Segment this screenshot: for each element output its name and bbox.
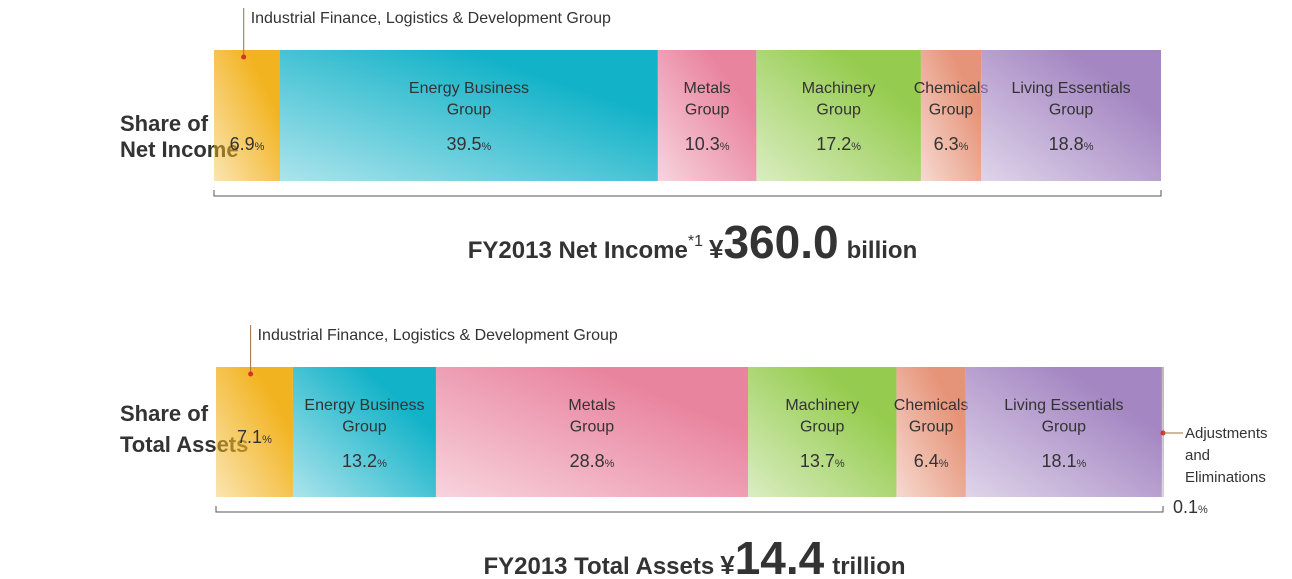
segment-name: Adjustments	[1185, 425, 1268, 442]
value-unit: %	[835, 458, 845, 470]
value-number: 0.1	[1173, 497, 1198, 517]
value-number: 13.2	[342, 451, 377, 471]
bracket	[215, 506, 1164, 513]
value-label: 10.3%	[685, 134, 730, 154]
bar-segment	[214, 50, 281, 181]
segment-name: Group	[800, 419, 845, 436]
segment-name: Group	[570, 419, 615, 436]
bar-segment	[756, 50, 921, 181]
value-unit: %	[605, 458, 615, 470]
value-label: 28.8%	[570, 451, 615, 471]
bar-segment	[280, 50, 658, 181]
title-amount: 360.0	[723, 216, 838, 268]
title-currency: ¥	[709, 234, 724, 264]
bar-segment	[920, 50, 982, 181]
value-number: 6.3	[934, 134, 959, 154]
value-label: 6.4%	[914, 451, 949, 471]
segment-name: Group	[1049, 102, 1094, 119]
title-currency: ¥	[720, 550, 735, 579]
value-number: 18.8	[1049, 134, 1084, 154]
segment-name: Living Essentials	[1004, 397, 1123, 414]
value-label: 0.1%	[1173, 497, 1208, 517]
value-label: 7.1%	[237, 427, 272, 447]
bar-segment	[981, 50, 1161, 181]
segment-name: Machinery	[802, 80, 876, 97]
bar-segment	[748, 367, 897, 497]
bar-segment	[657, 50, 757, 181]
title-note: *1	[688, 233, 703, 250]
value-unit: %	[377, 458, 387, 470]
segment-name: and	[1185, 447, 1210, 464]
value-number: 7.1	[237, 427, 262, 447]
value-number: 6.4	[914, 451, 939, 471]
segment-name: Metals	[568, 397, 615, 414]
segment-name: Chemicals	[894, 397, 969, 414]
segment-name: Group	[1042, 419, 1087, 436]
leader-dot	[248, 371, 254, 377]
segment-name: Energy Business	[304, 397, 424, 414]
segment-name: Group	[909, 419, 954, 436]
value-unit: %	[262, 434, 272, 446]
value-number: 10.3	[685, 134, 720, 154]
segment-name: Metals	[684, 80, 731, 97]
segment-name: Energy Business	[409, 80, 529, 97]
value-unit: %	[1076, 458, 1086, 470]
segment-name: Chemicals	[914, 80, 989, 97]
value-label: 13.7%	[800, 451, 845, 471]
value-label: 17.2%	[816, 134, 861, 154]
bracket	[213, 190, 1162, 197]
value-label: 18.8%	[1049, 134, 1094, 154]
value-unit: %	[851, 141, 861, 153]
value-number: 13.7	[800, 451, 835, 471]
segment-name: Group	[447, 102, 492, 119]
segment-name: Group	[685, 102, 730, 119]
segment-name: Machinery	[785, 397, 859, 414]
title-scale: trillion	[832, 553, 905, 579]
value-unit: %	[959, 141, 969, 153]
row-label: Share of	[120, 111, 209, 136]
segment-name: Eliminations	[1185, 469, 1266, 486]
value-label: 39.5%	[447, 134, 492, 154]
bar-segment	[965, 367, 1162, 497]
total-title: FY2013 Net Income*1 ¥360.0 billion	[468, 216, 917, 268]
value-number: 39.5	[447, 134, 482, 154]
row-label: Share of	[120, 401, 209, 426]
bar-segment	[435, 367, 749, 497]
value-number: 28.8	[570, 451, 605, 471]
value-label: 6.3%	[934, 134, 969, 154]
segment-name: Living Essentials	[1011, 80, 1130, 97]
title-text: FY2013 Net Income	[468, 237, 688, 264]
title-text: FY2013 Total Assets	[483, 553, 714, 579]
leader-dot	[241, 54, 247, 60]
value-unit: %	[939, 458, 949, 470]
total-title: FY2013 Total Assets ¥14.4 trillion	[483, 532, 905, 579]
bar-segment	[216, 367, 293, 497]
segment-name: Group	[929, 102, 974, 119]
value-unit: %	[255, 141, 265, 153]
value-unit: %	[1084, 141, 1094, 153]
segment-name: Industrial Finance, Logistics & Developm…	[258, 327, 618, 344]
segment-name: Group	[816, 102, 861, 119]
value-label: 13.2%	[342, 451, 387, 471]
title-scale: billion	[847, 237, 918, 264]
value-unit: %	[482, 141, 492, 153]
segment-name: Group	[342, 419, 387, 436]
value-number: 6.9	[230, 134, 255, 154]
segment-name: Industrial Finance, Logistics & Developm…	[251, 10, 611, 27]
value-number: 17.2	[816, 134, 851, 154]
bar-segment	[292, 367, 436, 497]
bar-segment	[896, 367, 966, 497]
value-number: 18.1	[1041, 451, 1076, 471]
value-unit: %	[1198, 504, 1208, 516]
title-amount: 14.4	[735, 532, 825, 579]
value-label: 6.9%	[230, 134, 265, 154]
value-label: 18.1%	[1041, 451, 1086, 471]
value-unit: %	[720, 141, 730, 153]
